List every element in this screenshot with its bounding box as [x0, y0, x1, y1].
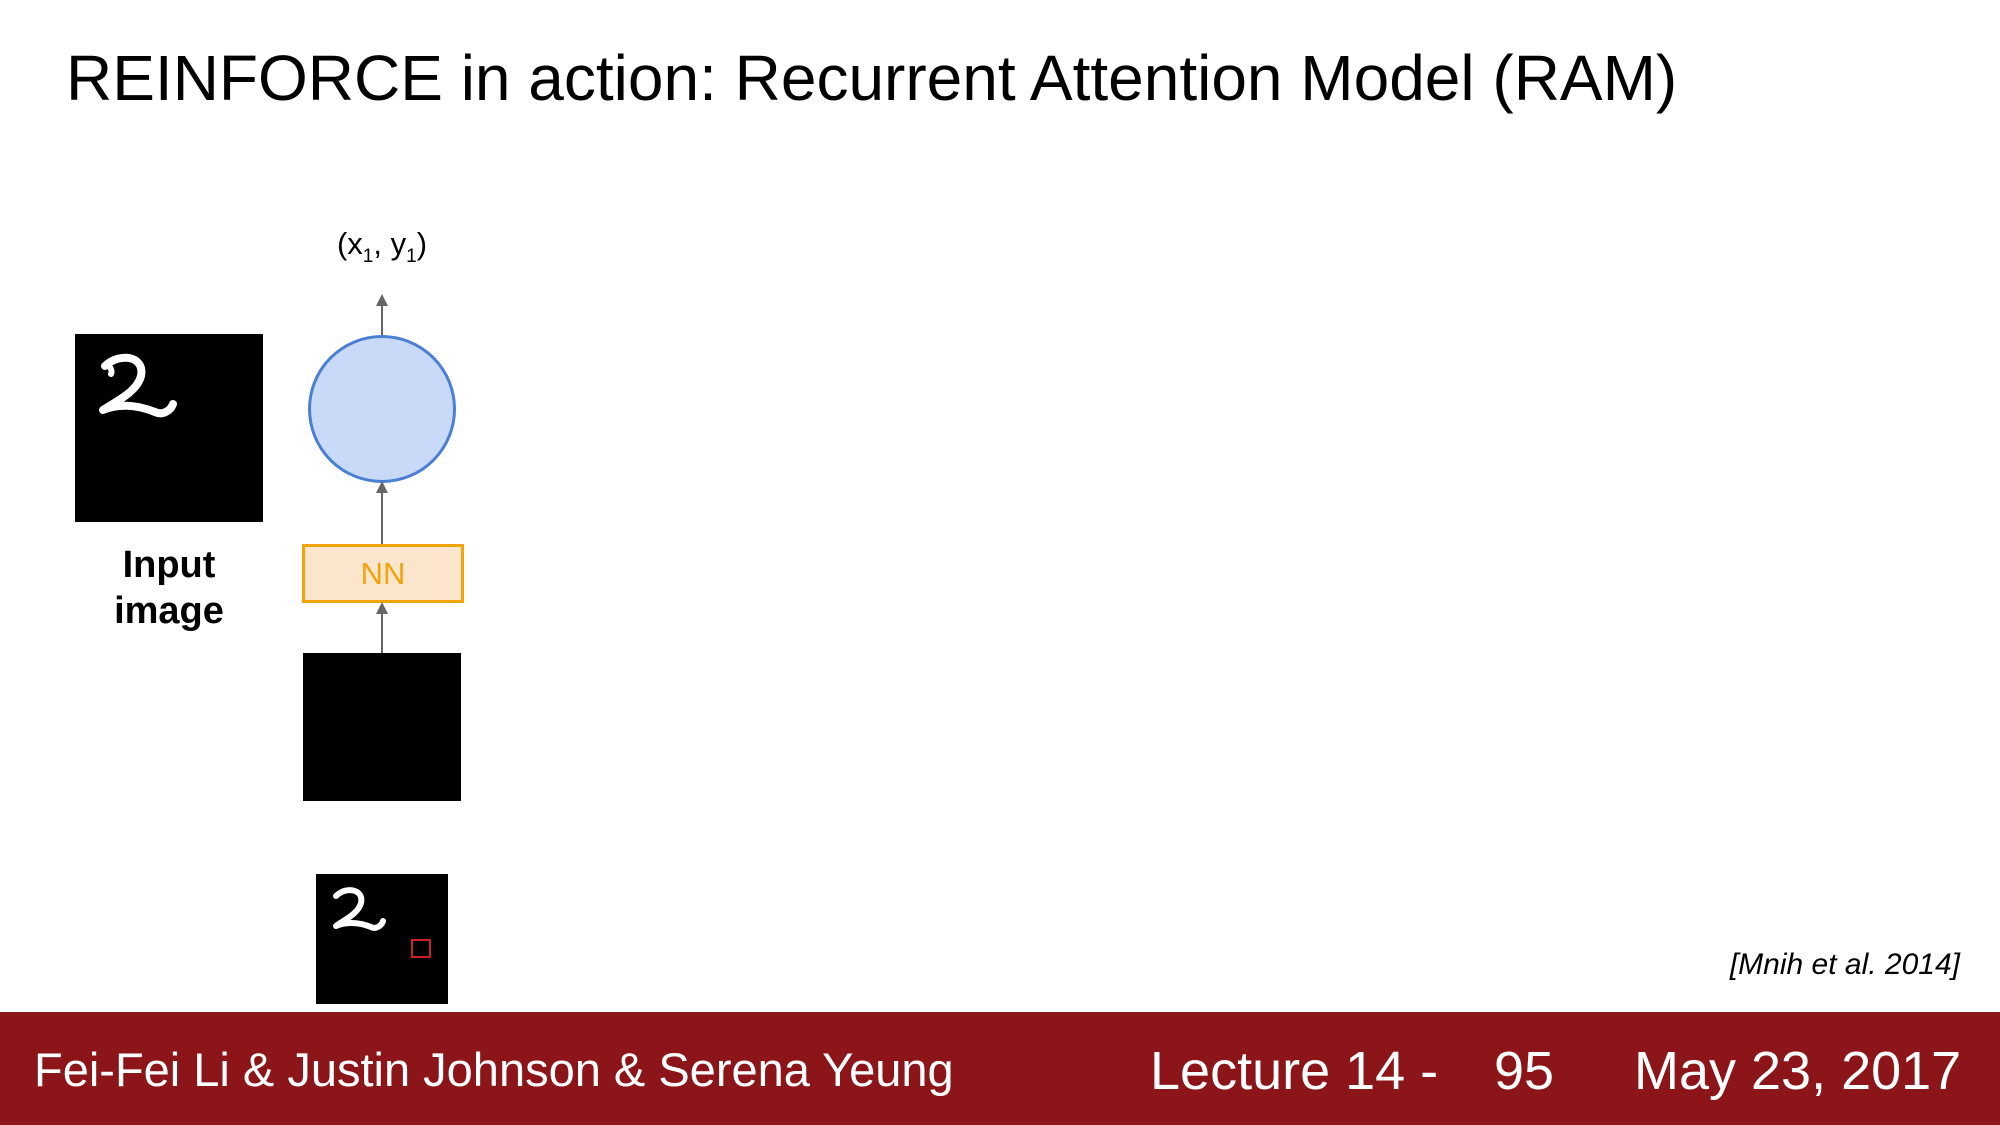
- footer-lecture: Lecture 14 -: [1150, 1041, 1439, 1101]
- digit-two-glyph: [99, 353, 177, 418]
- footer-authors: Fei-Fei Li & Justin Johnson & Serena Yeu…: [34, 1043, 954, 1096]
- small-input-image: [316, 874, 448, 1004]
- input-image: [75, 334, 263, 522]
- glimpse-location-marker: [411, 939, 431, 958]
- output-arrow-head: [376, 294, 388, 306]
- output-arrow-line: [381, 304, 383, 335]
- footer-date: May 23, 2017: [1634, 1041, 1962, 1101]
- input-label-line1: Input: [122, 544, 216, 586]
- output-location-label: (x1, y1): [300, 226, 464, 268]
- output-y-subscript: 1: [406, 246, 417, 267]
- glimpse-to-nn-arrow-head: [376, 602, 388, 614]
- input-image-label: Input image: [80, 542, 258, 634]
- glimpse-image: [303, 653, 461, 801]
- small-digit-two-glyph: [333, 887, 386, 931]
- output-close-paren: ): [416, 226, 428, 261]
- nn-to-rnn-arrow-head: [376, 481, 388, 493]
- input-label-line2: image: [114, 590, 224, 632]
- footer-page-number: 95: [1494, 1041, 1555, 1101]
- nn-to-rnn-arrow-line: [381, 491, 383, 544]
- output-y-prefix: , y: [373, 226, 407, 261]
- glimpse-to-nn-arrow-line: [381, 612, 383, 653]
- rnn-hidden-state-circle: [308, 335, 456, 483]
- nn-box: NN: [302, 544, 464, 603]
- output-x-subscript: 1: [362, 246, 374, 267]
- output-x-prefix: (x: [336, 226, 363, 261]
- slide-title: REINFORCE in action: Recurrent Attention…: [66, 42, 1678, 114]
- footer-bar: Fei-Fei Li & Justin Johnson & Serena Yeu…: [0, 1012, 2000, 1125]
- citation: [Mnih et al. 2014]: [1729, 948, 1960, 981]
